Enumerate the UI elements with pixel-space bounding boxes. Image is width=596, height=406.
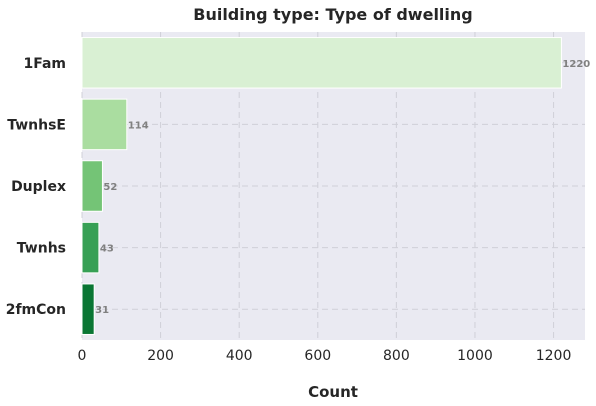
x-tick-label: 1200	[536, 348, 572, 364]
value-label: 114	[128, 120, 149, 131]
x-axis-label: Count	[308, 383, 358, 401]
category-labels: 1Fam TwnhsE Duplex Twnhs 2fmCon	[6, 56, 66, 318]
x-tick-labels: 0 200 400 600 800 1000 1200	[78, 348, 572, 364]
x-tick-label: 200	[147, 348, 174, 364]
category-label: 2fmCon	[6, 302, 66, 318]
chart-title: Building type: Type of dwelling	[193, 5, 472, 24]
category-label: TwnhsE	[7, 117, 66, 133]
bar-1fam	[81, 37, 562, 89]
value-label: 43	[100, 244, 114, 255]
x-tick-label: 800	[383, 348, 410, 364]
x-tick-label: 600	[304, 348, 331, 364]
bar-2fmcon	[81, 283, 95, 335]
category-label: 1Fam	[23, 56, 66, 72]
bar-duplex	[81, 160, 103, 212]
value-label: 1220	[562, 59, 590, 70]
bars: 1220 114 52 43 31	[81, 37, 590, 335]
category-label: Duplex	[11, 179, 66, 195]
x-tick-label: 1000	[457, 348, 493, 364]
category-label: Twnhs	[17, 241, 66, 257]
value-label: 31	[95, 305, 109, 316]
x-tick-label: 400	[226, 348, 253, 364]
bar-twnhse	[81, 98, 128, 151]
value-label: 52	[103, 182, 117, 193]
x-tick-label: 0	[78, 348, 87, 364]
bar-twnhs	[81, 221, 100, 274]
